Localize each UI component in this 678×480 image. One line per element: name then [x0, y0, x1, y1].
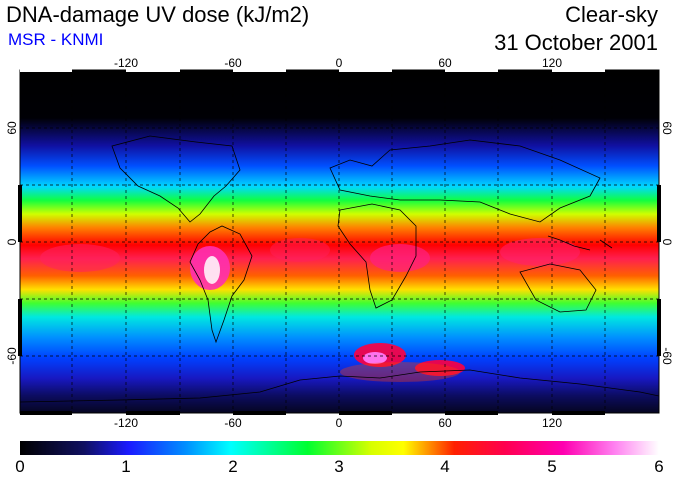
lon-tick-top: -60 [224, 56, 242, 70]
uv-hotspots [40, 238, 580, 382]
colorbar [20, 441, 659, 455]
colorbar-tick: 6 [654, 457, 664, 476]
lon-tick-top: 0 [335, 56, 343, 70]
colorbar-tick: 3 [334, 457, 344, 476]
sky-condition-label: Clear-sky [565, 2, 658, 27]
colorbar-tick: 2 [228, 457, 238, 476]
lat-tick-right: 60 [660, 121, 674, 135]
lat-tick-right: -60 [660, 347, 674, 365]
map-subtitle: MSR - KNMI [8, 30, 104, 49]
lat-tick-left: 0 [5, 238, 19, 246]
lon-tick-bottom: -120 [113, 416, 139, 430]
date-label: 31 October 2001 [494, 30, 658, 55]
coastlines [20, 135, 659, 403]
lat-tick-left: -60 [5, 347, 19, 365]
lon-tick-bottom: 60 [438, 416, 452, 430]
lon-tick-top: 60 [438, 56, 452, 70]
lat-tick-left: 60 [5, 121, 19, 135]
frame-ticks [18, 68, 661, 415]
lon-tick-bottom: 0 [335, 416, 343, 430]
lon-tick-bottom: -60 [224, 416, 242, 430]
colorbar-tick: 5 [547, 457, 557, 476]
lat-tick-right: 0 [660, 238, 674, 246]
lon-tick-bottom: 120 [541, 416, 563, 430]
map-title: DNA-damage UV dose (kJ/m2) [6, 2, 310, 27]
colorbar-tick: 1 [121, 457, 131, 476]
lon-tick-top: -120 [113, 56, 139, 70]
colorbar-tick: 0 [15, 457, 25, 476]
colorbar-tick: 4 [440, 457, 450, 476]
lon-tick-top: 120 [541, 56, 563, 70]
graticule [20, 70, 659, 413]
